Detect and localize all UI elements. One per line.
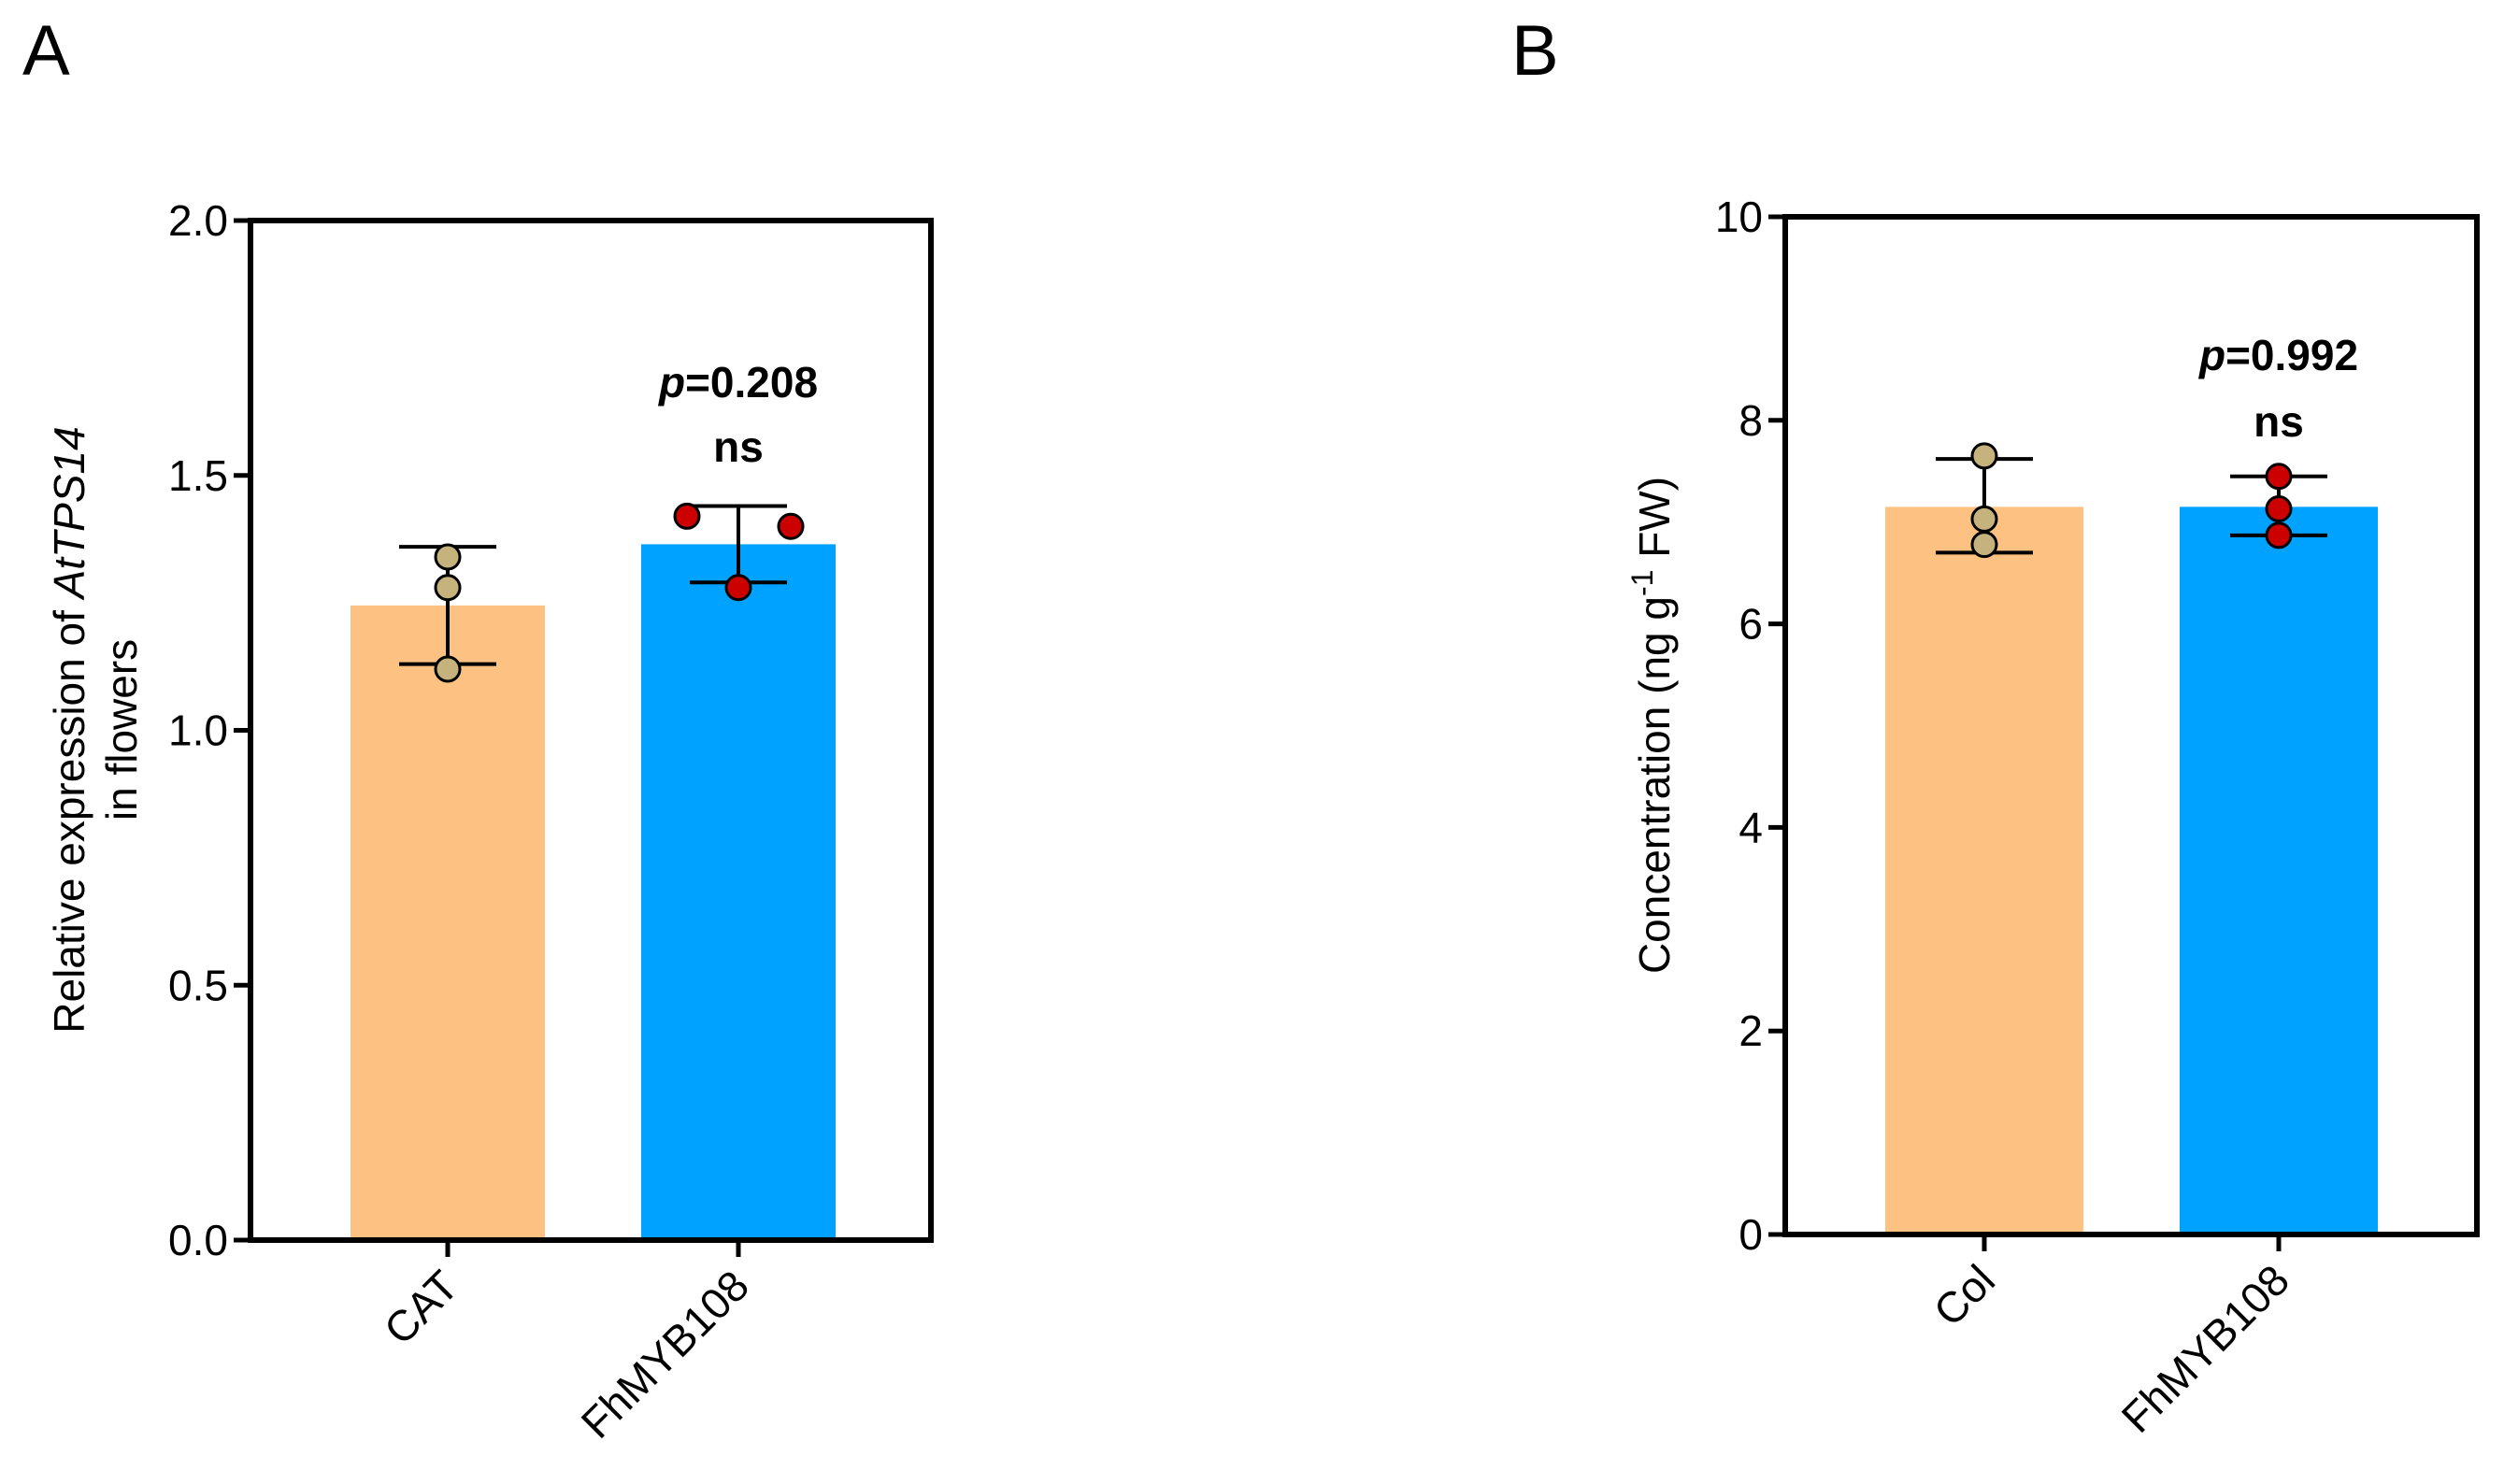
data-point [2265,521,2293,549]
y-tick-label: 0 [1738,1210,1763,1259]
bar-col [1885,507,2083,1234]
y-tick-label: 6 [1738,600,1763,649]
panel-letter: A [22,11,70,91]
data-point [2265,495,2293,523]
data-point [1970,531,1998,559]
data-point [434,655,462,683]
bar-fhmyb108 [2180,507,2378,1234]
panel-letter: B [1511,11,1559,91]
data-point [2265,463,2293,491]
x-tick-label-cat: CAT [375,1261,467,1353]
panel-a: A 0.0 0.5 1.0 1.5 2.0 CAT FhMYB108 Relative expr… [22,11,934,1448]
y-tick-label: 10 [1715,193,1763,241]
bar-cat [351,605,545,1240]
y-tick-label: 1.0 [168,706,228,755]
y-tick-label: 0.0 [168,1216,228,1264]
y-tick-label: 4 [1738,803,1763,851]
x-tick-label-fhmyb108: FhMYB108 [2112,1255,2298,1441]
y-tick-label: 0.5 [168,961,228,1009]
p-value-annotation: p=0.992 [2197,331,2358,379]
p-value-annotation: p=0.208 [657,358,818,407]
y-tick-label: 2.0 [168,196,228,245]
x-tick-label-col: Col [1924,1255,2004,1335]
y-axis-label: Concentration (ng g-1 FW) [1625,477,1679,974]
ns-annotation: ns [2254,397,2304,446]
y-tick-label: 1.5 [168,451,228,500]
ns-annotation: ns [713,422,764,471]
plot-frame [1782,214,2480,1237]
y-axis-label: Relative expression of AtTPS14 [45,426,93,1033]
data-point [434,574,462,602]
data-point [1970,505,1998,533]
y-tick-label: 8 [1738,396,1763,445]
x-tick-label-fhmyb108: FhMYB108 [572,1261,758,1447]
data-point [673,502,701,530]
bar-fhmyb108 [641,544,836,1240]
data-point [724,574,752,602]
data-point [434,543,462,571]
data-point [1970,442,1998,470]
panel-b: B 0 2 4 6 8 10 Col FhMYB108 Concentration (ng g-1… [1511,11,2480,1442]
y-tick-label: 2 [1738,1006,1763,1055]
y-axis-label-line2: in flowers [97,639,146,820]
data-point [777,512,805,540]
